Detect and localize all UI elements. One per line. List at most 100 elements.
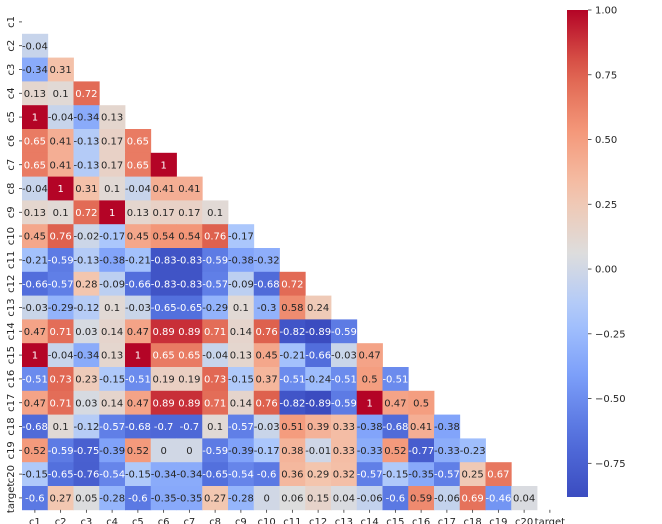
heatmap-cell-c14-c12	[305, 319, 332, 344]
cell-label-c17-c3: 0.03	[75, 398, 97, 409]
heatmap-cell-c20-c11	[279, 462, 306, 487]
cell-label-c14-c5: 0.47	[127, 327, 149, 338]
heatmap-cell-c9-c2	[47, 200, 74, 225]
heatmap-cell-c18-c1	[22, 414, 49, 439]
heatmap-cell-c20-c15	[382, 462, 409, 487]
cell-label-c16-c6: 0.19	[152, 375, 174, 386]
cell-label-c11-c2: -0.59	[48, 256, 74, 267]
heatmap-cell-c17-c1	[22, 390, 49, 415]
heatmap-cell-c19-c17	[434, 438, 461, 463]
cell-label-c20-c9: -0.54	[228, 470, 254, 481]
cell-label-c14-c8: 0.71	[204, 327, 226, 338]
cell-label-c19-c10: -0.17	[254, 446, 280, 457]
y-tick-label-c7: c7	[6, 159, 17, 171]
colorbar-tick-label: −0.75	[595, 459, 626, 470]
cell-label-c6-c5: 0.65	[127, 137, 149, 148]
cell-label-c17-c16: 0.5	[413, 398, 429, 409]
heatmap-cell-target-c19	[485, 486, 512, 511]
heatmap-cell-c12-c1	[22, 271, 49, 296]
y-tick-label-c8: c8	[6, 183, 17, 195]
heatmap-cell-c7-c2	[47, 152, 74, 177]
heatmap-cell-c11-c6	[150, 248, 177, 273]
cell-label-target-c1: -0.6	[25, 494, 45, 505]
cell-label-c17-c9: 0.14	[230, 398, 252, 409]
heatmap-cell-c8-c1	[22, 176, 49, 201]
y-tick-label-c1: c1	[6, 16, 17, 28]
heatmap-cell-c19-c11	[279, 438, 306, 463]
x-tick-label-c4: c4	[106, 517, 118, 524]
cell-label-c13-c7: -0.65	[176, 303, 202, 314]
heatmap-cell-c13-c5	[125, 295, 152, 320]
cell-label-c12-c5: -0.66	[125, 279, 151, 290]
cell-label-c19-c18: -0.23	[460, 446, 486, 457]
heatmap-cell-c8-c2	[47, 176, 74, 201]
heatmap-cell-c19-c15	[382, 438, 409, 463]
cell-label-c19-c9: -0.39	[228, 446, 254, 457]
cell-label-c12-c7: -0.83	[176, 279, 202, 290]
cell-label-c9-c3: 0.72	[75, 208, 97, 219]
heatmap-cell-c18-c3	[73, 414, 100, 439]
cell-label-c10-c2: 0.76	[49, 232, 71, 243]
cell-label-c20-c6: -0.34	[151, 470, 177, 481]
heatmap-cell-c20-c13	[331, 462, 358, 487]
heatmap-cell-c11-c9	[228, 248, 255, 273]
cell-label-c18-c5: -0.68	[125, 422, 151, 433]
heatmap-cell-c14-c7	[176, 319, 203, 344]
cell-label-c19-c16: -0.77	[408, 446, 434, 457]
cell-label-c11-c1: -0.21	[22, 256, 48, 267]
cell-label-c17-c12: -0.89	[305, 398, 331, 409]
heatmap-cell-c17-c4	[99, 390, 126, 415]
x-tick-label-c11: c11	[283, 517, 301, 524]
heatmap-cell-c9-c8	[202, 200, 229, 225]
cell-label-c12-c6: -0.83	[151, 279, 177, 290]
heatmap-cell-c10-c7	[176, 224, 203, 249]
x-tick-label-c15: c15	[386, 517, 404, 524]
heatmap-cell-c20-c17	[434, 462, 461, 487]
heatmap-cell-c18-c16	[408, 414, 435, 439]
cell-label-c18-c3: -0.12	[73, 422, 99, 433]
cell-label-c17-c11: -0.82	[279, 398, 305, 409]
heatmap-cell-target-c4	[99, 486, 126, 511]
cell-label-c19-c15: 0.52	[384, 446, 406, 457]
cell-label-target-c19: -0.46	[485, 494, 511, 505]
heatmap-cell-c14-c9	[228, 319, 255, 344]
heatmap-cell-c18-c7	[176, 414, 203, 439]
heatmap-cell-c18-c12	[305, 414, 332, 439]
cell-label-c16-c8: 0.73	[204, 375, 226, 386]
heatmap-cell-c19-c3	[73, 438, 100, 463]
heatmap-cell-target-c12	[305, 486, 332, 511]
cell-label-c15-c2: -0.04	[48, 351, 74, 362]
heatmap-cell-c15-c1	[22, 343, 49, 368]
cell-label-c15-c10: 0.45	[255, 351, 277, 362]
heatmap-cell-c11-c2	[47, 248, 74, 273]
heatmap-cell-target-c18	[459, 486, 486, 511]
cell-label-c15-c11: -0.21	[279, 351, 305, 362]
heatmap-cell-c4-c1	[22, 81, 49, 106]
cell-label-c16-c4: -0.15	[99, 375, 125, 386]
heatmap-cell-c9-c5	[125, 200, 152, 225]
cell-label-c20-c17: -0.57	[434, 470, 460, 481]
cell-label-c16-c11: -0.51	[279, 375, 305, 386]
cell-label-c20-c14: -0.57	[357, 470, 383, 481]
cell-label-c7-c2: 0.41	[49, 160, 71, 171]
heatmap-cell-target-c14	[356, 486, 383, 511]
cell-label-c14-c2: 0.71	[49, 327, 71, 338]
y-tick-label-c10: c10	[6, 227, 17, 245]
heatmap-cell-c8-c7	[176, 176, 203, 201]
cell-label-c20-c4: -0.54	[99, 470, 125, 481]
heatmap-cell-target-c9	[228, 486, 255, 511]
cell-label-c16-c9: -0.15	[228, 375, 254, 386]
heatmap-cell-c16-c10	[253, 367, 280, 392]
heatmap-cell-c12-c9	[228, 271, 255, 296]
cell-label-c19-c17: -0.33	[434, 446, 460, 457]
cell-label-c18-c4: -0.57	[99, 422, 125, 433]
cell-label-c8-c1: -0.04	[22, 184, 48, 195]
heatmap-cell-c2-c1	[22, 33, 49, 58]
cell-label-c8-c6: 0.41	[152, 184, 174, 195]
heatmap-cell-c18-c9	[228, 414, 255, 439]
cell-label-c18-c7: -0.7	[180, 422, 200, 433]
heatmap-cell-c15-c8	[202, 343, 229, 368]
y-tick-label-c15: c15	[6, 346, 17, 364]
heatmap-cell-c14-c3	[73, 319, 100, 344]
heatmap-cell-c10-c4	[99, 224, 126, 249]
